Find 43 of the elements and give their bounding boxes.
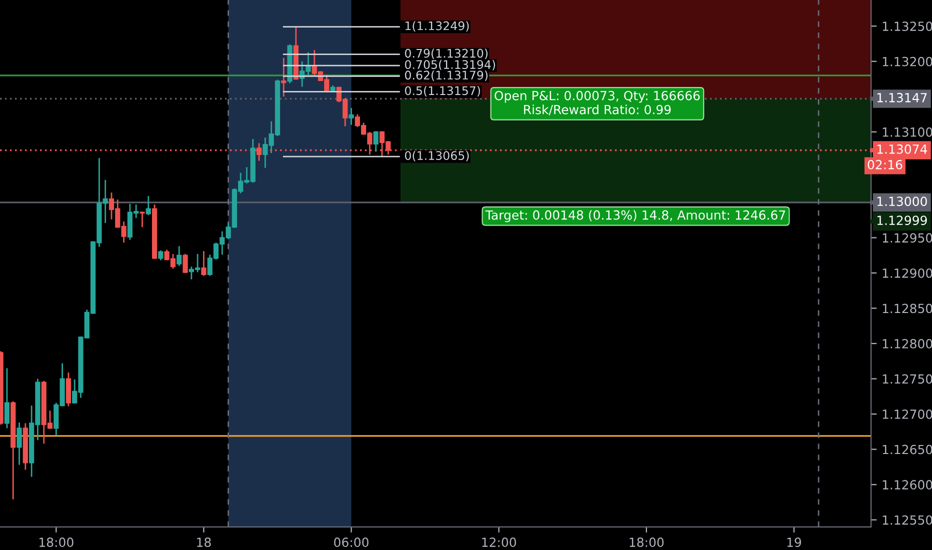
y-tick-label: 1.13250 <box>882 22 932 32</box>
y-tick-label: 1.12550 <box>882 515 932 525</box>
candlestick <box>66 372 72 407</box>
annotation: Open P&L: 0.00073, Qty: 166666 Risk/Reward Ratio: 0.99 <box>494 90 700 116</box>
candlestick <box>182 253 188 274</box>
candlestick <box>4 368 10 429</box>
candlestick <box>146 195 151 216</box>
x-tick-label: 12:00 <box>482 538 516 547</box>
y-tick-label: 1.13100 <box>882 127 932 137</box>
annotation: Target: 0.00148 (0.13%) 14.8, Amount: 1246.67 <box>485 210 786 222</box>
candlestick <box>281 57 286 98</box>
ref-line-label: 1.13074 <box>877 144 928 154</box>
y-tick-label: 1.12950 <box>882 233 932 243</box>
annotation: 02:16 <box>868 160 902 170</box>
series-label: 0(1.13065) <box>405 150 469 162</box>
series-label: 0.62(1.13179) <box>405 70 488 81</box>
y-tick-label: 1.12700 <box>882 410 932 419</box>
y-tick-label: 1.12650 <box>882 444 932 454</box>
x-tick-label: 18 <box>197 538 211 547</box>
y-tick-label: 1.13200 <box>882 56 932 66</box>
x-tick-label: 06:00 <box>334 538 368 547</box>
ref-line-label: 1.13147 <box>877 92 927 102</box>
candlestick <box>348 107 354 126</box>
x-tick-label: 19 <box>787 538 802 547</box>
series-label: 0.705(1.13194) <box>405 60 496 70</box>
y-tick-label: 1.12600 <box>882 480 932 490</box>
y-tick-label: 1.12900 <box>882 268 932 278</box>
candlestick <box>16 422 22 466</box>
candlestick <box>176 245 182 267</box>
band-label: 1.12999 <box>877 216 927 226</box>
candlestick <box>373 130 378 152</box>
y-tick-label: 1.12850 <box>882 304 932 314</box>
series-label: 1(1.13249) <box>406 21 469 32</box>
candlestick <box>201 250 206 276</box>
candlestick <box>140 210 145 228</box>
series-label: 0.79(1.13210) <box>405 48 488 60</box>
candlestick <box>158 250 164 261</box>
x-tick-label: 18:00 <box>40 538 74 547</box>
x-tick-label: 18:00 <box>630 538 664 547</box>
series-label: 0.5(1.13157) <box>405 86 480 97</box>
ref-line-label: 1.13000 <box>877 196 927 206</box>
y-tick-label: 1.12800 <box>882 338 932 348</box>
y-tick-label: 1.12750 <box>882 374 932 384</box>
